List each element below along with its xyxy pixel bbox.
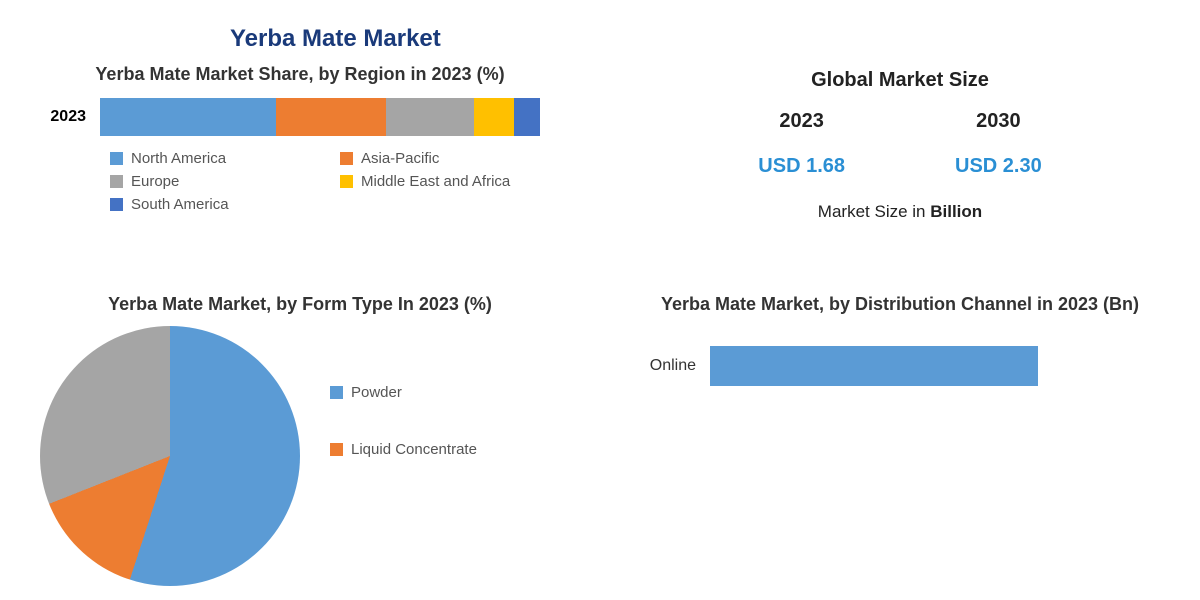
region-legend-label-1: Asia-Pacific (361, 150, 439, 167)
distribution-panel: Yerba Mate Market, by Distribution Chann… (630, 293, 1170, 593)
region-legend-label-0: North America (131, 150, 226, 167)
form-legend-label-0: Powder (351, 384, 402, 401)
region-legend-swatch-3 (340, 175, 353, 188)
region-share-segment-0 (100, 98, 276, 136)
chart-grid: Yerba Mate Market Share, by Region in 20… (30, 63, 1170, 593)
market-size-title: Global Market Size (630, 69, 1170, 92)
region-share-title: Yerba Mate Market Share, by Region in 20… (30, 63, 570, 86)
region-share-segment-1 (276, 98, 386, 136)
market-size-panel: Global Market Size 2023 USD 1.68 2030 US… (630, 63, 1170, 283)
market-size-unit: Market Size in Billion (630, 202, 1170, 222)
market-size-col-1: 2030 USD 2.30 (955, 110, 1042, 178)
region-share-segment-4 (514, 98, 540, 136)
form-type-panel: Yerba Mate Market, by Form Type In 2023 … (30, 293, 570, 593)
region-legend-label-3: Middle East and Africa (361, 173, 510, 190)
region-legend-label-2: Europe (131, 173, 179, 190)
form-type-title: Yerba Mate Market, by Form Type In 2023 … (30, 293, 570, 316)
region-legend-swatch-2 (110, 175, 123, 188)
region-legend-item-2: Europe (110, 173, 320, 190)
region-share-row: 2023 (30, 98, 570, 136)
market-size-columns: 2023 USD 1.68 2030 USD 2.30 (630, 110, 1170, 178)
market-size-unit-prefix: Market Size in (818, 202, 930, 221)
distribution-area: Online (630, 346, 1170, 386)
market-size-col-0: 2023 USD 1.68 (758, 110, 845, 178)
region-legend-swatch-1 (340, 152, 353, 165)
region-legend-swatch-4 (110, 198, 123, 211)
form-type-wrap: Powder Liquid Concentrate (30, 326, 570, 496)
form-legend-item-1: Liquid Concentrate (330, 441, 477, 458)
page-title: Yerba Mate Market (230, 25, 1170, 53)
region-share-row-label: 2023 (30, 108, 100, 126)
distribution-label-0: Online (630, 357, 710, 375)
region-share-bar (100, 98, 540, 136)
market-size-unit-bold: Billion (930, 202, 982, 221)
form-type-pie (40, 326, 300, 586)
market-size-year-1: 2030 (955, 110, 1042, 133)
form-type-legend: Powder Liquid Concentrate (330, 384, 477, 458)
region-legend-item-0: North America (110, 150, 320, 167)
region-share-legend: North America Asia-Pacific Europe Middle Ea… (110, 150, 550, 213)
form-legend-swatch-1 (330, 443, 343, 456)
distribution-bar-0 (710, 346, 1038, 386)
region-legend-item-1: Asia-Pacific (340, 150, 550, 167)
market-size-value-0: USD 1.68 (758, 155, 845, 178)
region-legend-label-4: South America (131, 196, 229, 213)
distribution-track-0 (710, 346, 1130, 386)
form-legend-item-0: Powder (330, 384, 477, 401)
market-size-year-0: 2023 (758, 110, 845, 133)
region-legend-swatch-0 (110, 152, 123, 165)
market-size-value-1: USD 2.30 (955, 155, 1042, 178)
region-legend-item-4: South America (110, 196, 320, 213)
distribution-title: Yerba Mate Market, by Distribution Chann… (630, 293, 1170, 316)
region-share-segment-3 (474, 98, 514, 136)
distribution-row-0: Online (630, 346, 1170, 386)
form-legend-swatch-0 (330, 386, 343, 399)
form-legend-label-1: Liquid Concentrate (351, 441, 477, 458)
region-share-segment-2 (386, 98, 474, 136)
region-legend-item-3: Middle East and Africa (340, 173, 550, 190)
region-share-panel: Yerba Mate Market Share, by Region in 20… (30, 63, 570, 283)
